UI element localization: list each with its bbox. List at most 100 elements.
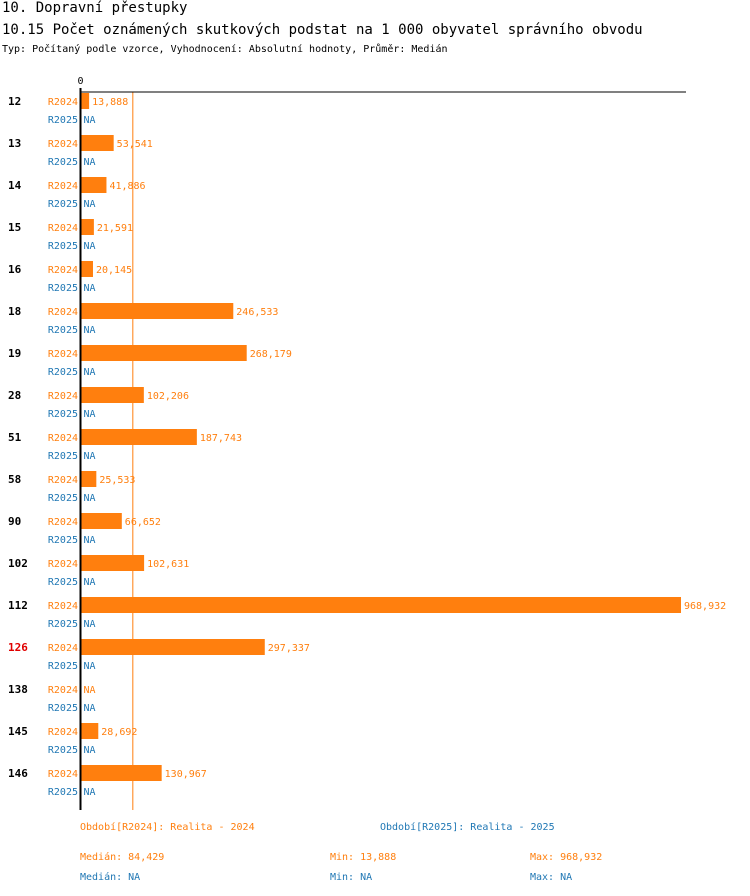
data-label-r2025: NA xyxy=(84,703,96,714)
data-label-r2024: 20,145 xyxy=(96,265,132,276)
category-label: 18 xyxy=(8,305,21,318)
series-label-r2025: R2025 xyxy=(48,199,78,210)
data-label-r2024: 268,179 xyxy=(250,349,292,360)
category-label: 15 xyxy=(8,221,21,234)
data-label-r2025: NA xyxy=(84,745,96,756)
category-label: 58 xyxy=(8,473,21,486)
bar-r2024 xyxy=(80,93,90,109)
series-label-r2024: R2024 xyxy=(48,307,78,318)
bar-r2024 xyxy=(80,177,107,193)
series-label-r2025: R2025 xyxy=(48,703,78,714)
data-label-r2025: NA xyxy=(84,619,96,630)
data-label-r2024: 102,631 xyxy=(147,559,189,570)
series-label-r2025: R2025 xyxy=(48,619,78,630)
series-label-r2025: R2025 xyxy=(48,409,78,420)
category-label: 28 xyxy=(8,389,21,402)
data-label-r2025: NA xyxy=(84,577,96,588)
bar-r2024 xyxy=(80,513,122,529)
bar-r2024 xyxy=(80,639,265,655)
data-label-r2025: NA xyxy=(84,787,96,798)
category-label: 51 xyxy=(8,431,22,444)
median-2024: Medián: 84,429 xyxy=(80,852,165,863)
category-label: 126 xyxy=(8,641,28,654)
data-label-r2024: 102,206 xyxy=(147,391,189,402)
bar-r2024 xyxy=(80,471,97,487)
bar-chart: 12 R2024 R2025 13,888 NA 13 R2024 R2025 53,541 NA… xyxy=(8,76,726,810)
series-label-r2025: R2025 xyxy=(48,661,78,672)
series-label-r2025: R2025 xyxy=(48,535,78,546)
bar-r2024 xyxy=(80,261,93,277)
series-label-r2024: R2024 xyxy=(48,559,78,570)
category-label: 12 xyxy=(8,95,21,108)
series-label-r2024: R2024 xyxy=(48,643,78,654)
data-label-r2024: 968,932 xyxy=(684,601,726,612)
data-label-r2025: NA xyxy=(84,283,96,294)
series-label-r2025: R2025 xyxy=(48,787,78,798)
min-2024: Min: 13,888 xyxy=(330,852,397,863)
bar-r2024 xyxy=(80,135,114,151)
series-label-r2025: R2025 xyxy=(48,241,78,252)
data-label-r2025: NA xyxy=(84,241,96,252)
data-label-r2025: NA xyxy=(84,157,96,168)
series-label-r2024: R2024 xyxy=(48,433,78,444)
data-label-r2025: NA xyxy=(84,367,96,378)
indicator-title: 10.15 Počet oznámených skutkových podsta… xyxy=(2,22,643,38)
series-label-r2024: R2024 xyxy=(48,769,78,780)
series-label-r2024: R2024 xyxy=(48,391,78,402)
data-label-r2024: 246,533 xyxy=(236,307,278,318)
series-label-r2024: R2024 xyxy=(48,265,78,276)
type-line: Typ: Počítaný podle vzorce, Vyhodnocení:… xyxy=(2,44,448,55)
series-label-r2025: R2025 xyxy=(48,115,78,126)
series-label-r2025: R2025 xyxy=(48,745,78,756)
data-label-r2024: 66,652 xyxy=(125,517,161,528)
data-label-r2024: 53,541 xyxy=(117,139,153,150)
bar-r2024 xyxy=(80,555,145,571)
data-label-r2025: NA xyxy=(84,115,96,126)
series-label-r2024: R2024 xyxy=(48,139,78,150)
bar-r2024 xyxy=(80,597,681,613)
data-label-r2025: NA xyxy=(84,535,96,546)
category-label: 102 xyxy=(8,557,28,570)
series-label-r2025: R2025 xyxy=(48,283,78,294)
category-label: 145 xyxy=(8,725,28,738)
series-label-r2024: R2024 xyxy=(48,349,78,360)
bar-r2024 xyxy=(80,219,94,235)
series-label-r2024: R2024 xyxy=(48,685,78,696)
series-label-r2025: R2025 xyxy=(48,157,78,168)
bar-r2024 xyxy=(80,387,144,403)
bar-r2024 xyxy=(80,429,197,445)
series-label-r2025: R2025 xyxy=(48,493,78,504)
bar-r2024 xyxy=(80,723,99,739)
median-2025: Medián: NA xyxy=(80,872,141,883)
bar-r2024 xyxy=(80,345,247,361)
category-label: 16 xyxy=(8,263,22,276)
category-label: 19 xyxy=(8,347,21,360)
section-title: 10. Dopravní přestupky xyxy=(2,0,188,16)
bar-r2024 xyxy=(80,765,162,781)
data-label-r2025: NA xyxy=(84,325,96,336)
legend-period-2025: Období[R2025]: Realita - 2025 xyxy=(380,822,555,833)
data-label-r2025: NA xyxy=(84,409,96,420)
series-label-r2024: R2024 xyxy=(48,601,78,612)
series-label-r2024: R2024 xyxy=(48,223,78,234)
data-label-r2025: NA xyxy=(84,661,96,672)
x-tick-label: 0 xyxy=(77,76,83,87)
data-label-r2024: 187,743 xyxy=(200,433,242,444)
legend-period-2024: Období[R2024]: Realita - 2024 xyxy=(80,822,255,833)
data-label-r2024: 13,888 xyxy=(92,97,128,108)
max-2024: Max: 968,932 xyxy=(530,852,603,863)
data-label-r2024: 21,591 xyxy=(97,223,133,234)
data-label-r2024: 41,886 xyxy=(109,181,145,192)
series-label-r2024: R2024 xyxy=(48,517,78,528)
category-label: 13 xyxy=(8,137,21,150)
data-label-r2024: NA xyxy=(84,685,96,696)
data-label-r2024: 28,692 xyxy=(101,727,137,738)
category-label: 14 xyxy=(8,179,22,192)
series-label-r2024: R2024 xyxy=(48,727,78,738)
series-label-r2025: R2025 xyxy=(48,451,78,462)
category-label: 146 xyxy=(8,767,28,780)
series-label-r2024: R2024 xyxy=(48,97,78,108)
series-label-r2025: R2025 xyxy=(48,325,78,336)
series-label-r2025: R2025 xyxy=(48,367,78,378)
series-label-r2025: R2025 xyxy=(48,577,78,588)
